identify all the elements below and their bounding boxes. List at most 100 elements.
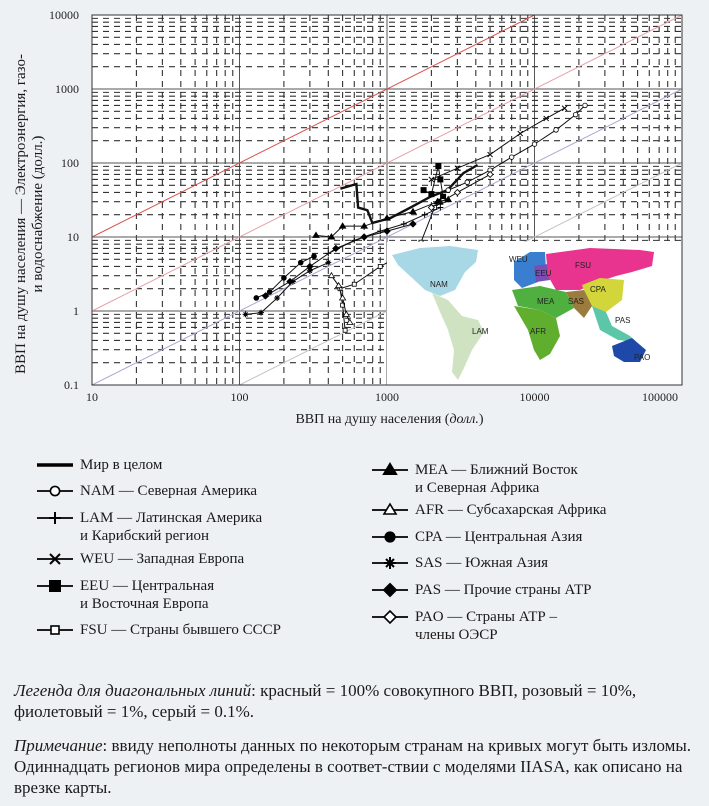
legend-swatch xyxy=(37,463,73,467)
remark-text: : ввиду неполноты данных по некоторым ст… xyxy=(14,736,692,797)
data-point-marker xyxy=(427,203,435,212)
map-label-eeu: EEU xyxy=(535,269,552,278)
y-axis-label-line2: и водоснабжение (долл.) xyxy=(30,135,46,293)
y-tick-label: 0.1 xyxy=(64,378,79,392)
y-tick-label: 1 xyxy=(73,304,79,318)
data-point-marker xyxy=(342,327,348,333)
data-point-marker xyxy=(382,582,398,598)
map-label-pao: PAO xyxy=(634,353,650,362)
data-point-marker xyxy=(377,264,383,269)
data-point-marker xyxy=(50,625,60,635)
data-point-marker xyxy=(428,176,435,183)
data-point-marker xyxy=(382,609,398,625)
diagonal-line-pink xyxy=(91,14,683,312)
series-line xyxy=(448,105,586,191)
data-point-marker xyxy=(383,227,391,235)
map-region-pao xyxy=(612,338,646,362)
map-label-lam: LAM xyxy=(472,327,489,336)
legend-label: WEU — Западная Европа xyxy=(80,551,245,567)
data-point-marker xyxy=(572,111,579,118)
data-point-marker xyxy=(382,502,398,515)
data-point-marker xyxy=(334,281,343,289)
legend-label: PAO — Страны АТР – xyxy=(415,609,557,625)
data-point-marker xyxy=(453,188,461,197)
legend-item: NAM — Северная Америка xyxy=(35,482,257,500)
data-point-marker xyxy=(312,231,320,238)
series-11 xyxy=(427,170,494,212)
y-tick-label: 10000 xyxy=(49,8,79,22)
x-axis-label-unit: долл. xyxy=(449,412,479,427)
legend-label: PAS — Прочие страны АТР xyxy=(415,582,592,598)
x-tick-label: 100 xyxy=(231,390,249,404)
legend-item: MEA — Ближний Восток и Северная Африка xyxy=(370,461,578,497)
data-point-marker xyxy=(281,275,287,281)
data-point-marker xyxy=(464,179,470,185)
x-axis-label-end: ) xyxy=(478,412,484,427)
series-group xyxy=(242,102,588,333)
diagonal-legend-title: Легенда для диагональных линий xyxy=(14,681,252,700)
legend-item: PAO — Страны АТР – члены ОЭСР xyxy=(370,608,557,644)
legend-swatch xyxy=(37,512,73,524)
data-point-marker xyxy=(49,580,61,592)
series-7 xyxy=(327,271,354,325)
legend-swatch xyxy=(372,609,408,625)
legend-item: FSU — Страны бывшего СССР xyxy=(35,621,281,639)
data-point-marker xyxy=(384,557,396,569)
y-axis-label: ВВП на душу населения — Электроэнергия, … xyxy=(13,34,47,394)
legend-label: и Восточная Европа xyxy=(80,596,209,612)
series-10 xyxy=(261,220,417,300)
map-label-afr: AFR xyxy=(530,327,546,336)
data-point-marker xyxy=(445,187,451,193)
legend-label: NAM — Северная Америка xyxy=(80,483,258,499)
legend-swatch xyxy=(372,502,408,515)
legend-swatch xyxy=(37,553,73,565)
series-1 xyxy=(445,102,588,193)
legend-item: CPA — Центральная Азия xyxy=(370,528,582,546)
data-point-marker xyxy=(454,165,461,172)
data-point-marker xyxy=(428,191,435,198)
data-point-marker xyxy=(306,267,313,274)
series-line xyxy=(431,107,565,180)
data-point-marker xyxy=(286,277,294,286)
data-point-marker xyxy=(258,309,265,316)
series-9 xyxy=(242,259,332,318)
data-point-marker xyxy=(297,259,304,266)
data-point-marker xyxy=(360,222,369,229)
legend-label: LAM — Латинская Америка xyxy=(80,510,263,526)
series-0 xyxy=(340,163,479,225)
data-point-marker xyxy=(553,127,559,133)
x-tick-label: 100000 xyxy=(642,390,678,404)
data-point-marker xyxy=(327,271,336,279)
remark-title: Примечание xyxy=(14,736,103,755)
data-point-marker xyxy=(582,102,588,109)
map-region-fsu xyxy=(546,248,654,290)
y-tick-label: 10 xyxy=(67,230,79,244)
legend-swatch xyxy=(37,580,73,592)
legend-label: члены ОЭСР xyxy=(415,627,498,643)
legend-label: AFR — Субсахарская Африка xyxy=(415,502,607,518)
map-label-fsu: FSU xyxy=(575,261,591,270)
data-point-marker xyxy=(561,105,568,112)
data-point-marker xyxy=(274,294,281,301)
data-point-marker xyxy=(332,244,340,253)
legend-item: LAM — Латинская Америка и Карибский регио… xyxy=(35,509,262,545)
map-region-nam xyxy=(392,246,478,296)
map-region-lam xyxy=(432,293,484,380)
data-point-marker xyxy=(421,211,428,218)
data-point-marker xyxy=(49,485,61,497)
map-region-sas xyxy=(566,290,592,318)
legend-swatch xyxy=(37,485,73,497)
diagonal-line-violet xyxy=(91,88,683,386)
legend-swatch xyxy=(372,582,408,598)
map-label-mea: MEA xyxy=(537,297,555,306)
chart: NAM LAM WEU EEU FSU CPA SAS MEA AFR PAS … xyxy=(49,8,683,404)
data-point-marker xyxy=(383,214,391,221)
legend-label: FSU — Страны бывшего СССР xyxy=(80,622,281,638)
x-tick-label: 10000 xyxy=(520,390,550,404)
legend-item: SAS — Южная Азия xyxy=(370,554,548,572)
map-region-cpa xyxy=(582,278,624,312)
data-point-marker xyxy=(382,462,398,475)
data-point-marker xyxy=(409,220,417,228)
map-label-nam: NAM xyxy=(430,280,448,289)
